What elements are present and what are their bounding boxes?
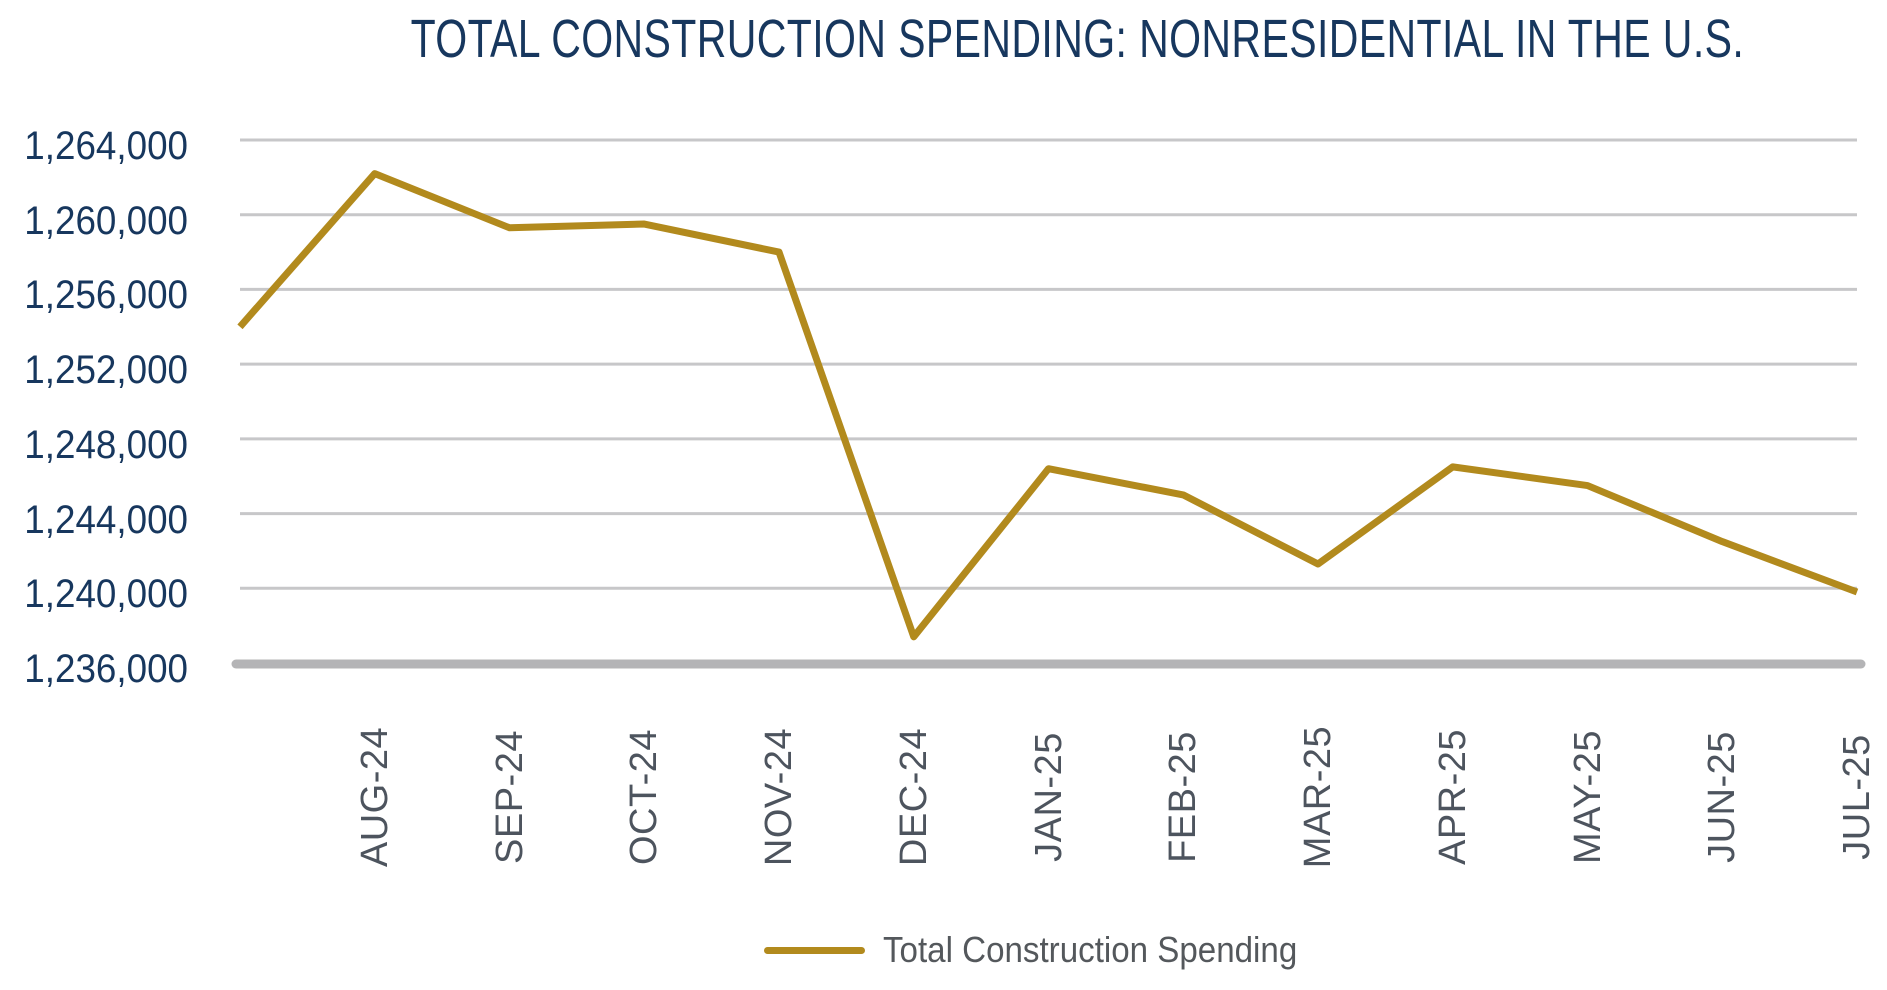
legend-line-swatch [763,946,865,954]
y-axis-tick-label: 1,252,000 [24,348,189,393]
y-axis-tick-label: 1,248,000 [24,422,189,467]
legend: Total Construction Spending [240,926,1857,974]
chart-title: TOTAL CONSTRUCTION SPENDING: NONRESIDENT… [200,8,1817,70]
y-axis-tick-label: 1,240,000 [24,572,189,617]
x-axis-tick-label: APR-25 [1431,728,1474,866]
y-axis-tick-label: 1,236,000 [24,647,189,691]
x-axis-tick-label: JUL-25 [1836,734,1878,860]
y-axis-tick-label: 1,264,000 [24,124,189,168]
x-axis-tick-label: OCT-24 [623,728,666,866]
x-axis-tick-label: DEC-24 [892,727,935,867]
x-axis-tick-label: MAR-25 [1297,725,1339,869]
x-axis-tick-label: SEP-24 [488,730,531,864]
x-axis-tick-label: AUG-24 [353,726,396,868]
x-axis-tick-label: FEB-25 [1162,731,1205,863]
y-axis-tick-label: 1,260,000 [24,198,189,243]
legend-label: Total Construction Spending [882,929,1298,970]
series-line [237,170,1859,641]
x-axis-tick-label: JUN-25 [1701,731,1744,863]
x-axis-tick-label: NOV-24 [758,727,800,867]
y-axis-tick-label: 1,256,000 [24,273,189,318]
chart-title-text: TOTAL CONSTRUCTION SPENDING: NONRESIDENT… [410,9,1745,69]
x-axis-tick-label: JAN-25 [1027,732,1070,862]
y-axis-tick-label: 1,244,000 [24,497,189,542]
x-axis-tick-label: MAY-25 [1566,730,1609,864]
